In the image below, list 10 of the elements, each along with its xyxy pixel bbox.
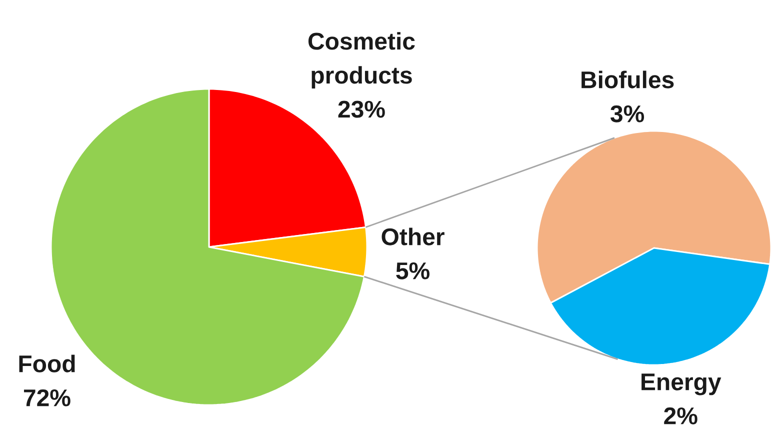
- slice-label: Energy: [642, 374, 722, 396]
- data-label: 3%: [610, 105, 644, 122]
- slice-label: Cosmetic products: [308, 32, 415, 89]
- slice-label: Biofules: [582, 70, 674, 88]
- slice-label: Food: [19, 354, 75, 372]
- data-label: 23%: [338, 100, 385, 118]
- data-label: 2%: [664, 407, 698, 424]
- data-label: 5%: [396, 262, 430, 280]
- slice-label: Other: [382, 228, 444, 246]
- data-label: 72%: [24, 389, 70, 406]
